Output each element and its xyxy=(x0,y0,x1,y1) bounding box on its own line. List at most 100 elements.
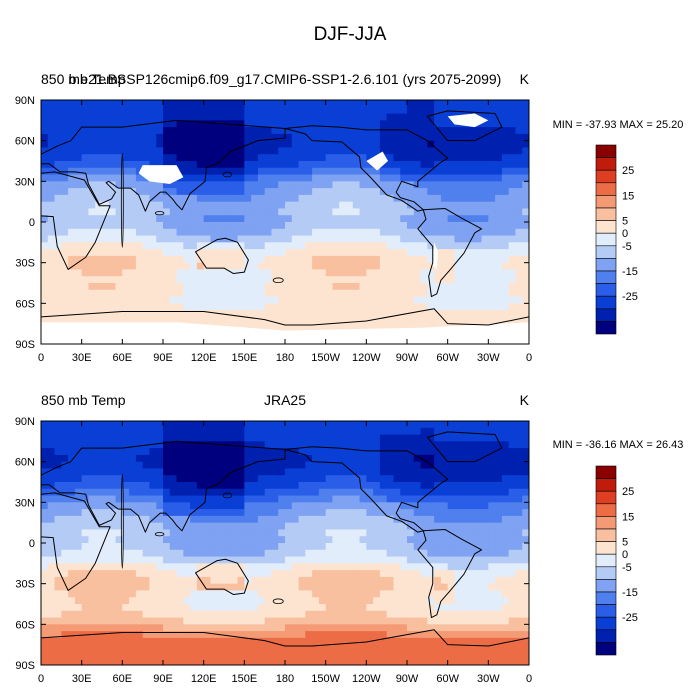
field-cell xyxy=(339,421,347,429)
field-cell xyxy=(393,276,401,284)
field-cell xyxy=(88,590,96,598)
field-cell xyxy=(379,597,388,605)
field-cell xyxy=(407,120,415,128)
field-cell xyxy=(129,188,137,196)
field-cell xyxy=(488,454,496,463)
field-cell xyxy=(400,127,408,135)
field-cell xyxy=(285,194,293,203)
field-cell xyxy=(68,543,76,551)
field-cell xyxy=(298,283,306,291)
field-cell xyxy=(393,296,401,304)
field-cell xyxy=(68,249,76,257)
field-cell xyxy=(102,441,110,449)
field-cell xyxy=(461,174,469,182)
field-cell xyxy=(41,222,49,230)
field-cell xyxy=(102,222,110,230)
y-tick-label: 0 xyxy=(29,217,35,229)
field-cell xyxy=(74,543,83,551)
field-cell xyxy=(325,495,334,503)
field-cell xyxy=(447,475,456,483)
field-cell xyxy=(481,303,489,311)
field-cell xyxy=(217,194,225,203)
field-cell xyxy=(224,543,232,551)
field-cell xyxy=(149,549,157,558)
field-cell xyxy=(129,303,137,311)
field-cell xyxy=(163,434,171,442)
field-cell xyxy=(224,222,232,230)
field-cell xyxy=(366,461,374,470)
field-cell xyxy=(122,576,130,585)
field-cell xyxy=(190,147,198,155)
field-cell xyxy=(400,576,408,585)
field-cell xyxy=(461,201,469,210)
field-cell xyxy=(156,488,164,497)
field-cell xyxy=(95,174,103,182)
field-cell xyxy=(47,427,56,436)
field-cell xyxy=(271,269,279,277)
field-cell xyxy=(54,421,62,429)
field-cell xyxy=(210,502,218,510)
field-cell xyxy=(481,181,489,189)
field-cell xyxy=(68,509,76,517)
field-cell xyxy=(224,262,232,271)
field-cell xyxy=(88,529,96,537)
field-cell xyxy=(81,208,90,216)
field-cell xyxy=(169,249,178,257)
field-cell xyxy=(156,154,164,162)
field-cell xyxy=(312,509,320,517)
field-cell xyxy=(122,316,130,325)
field-cell xyxy=(325,316,334,325)
field-cell xyxy=(413,113,422,121)
field-cell xyxy=(169,222,178,230)
field-cell xyxy=(501,127,510,135)
field-cell xyxy=(190,106,198,115)
field-cell xyxy=(373,316,381,325)
field-cell xyxy=(379,468,388,476)
field-cell xyxy=(190,188,198,196)
field-cell xyxy=(54,509,62,517)
field-cell xyxy=(190,276,198,284)
field-cell xyxy=(434,289,442,298)
field-cell xyxy=(501,597,510,605)
field-cell xyxy=(41,604,49,612)
field-cell xyxy=(102,515,110,524)
field-cell xyxy=(454,448,462,456)
field-cell xyxy=(149,543,157,551)
field-cell xyxy=(481,502,489,510)
field-cell xyxy=(142,454,151,463)
field-cell xyxy=(346,495,354,503)
field-cell xyxy=(108,522,117,531)
field-cell xyxy=(257,255,266,264)
field-cell xyxy=(183,296,191,304)
field-cell xyxy=(312,522,320,531)
field-cell xyxy=(278,194,286,203)
field-cell xyxy=(169,624,178,632)
field-cell xyxy=(386,235,395,243)
field-cell xyxy=(522,610,529,619)
field-cell xyxy=(203,475,212,483)
field-cell xyxy=(95,235,103,243)
field-cell xyxy=(407,482,415,490)
field-cell xyxy=(291,495,300,503)
field-cell xyxy=(156,529,164,537)
field-cell xyxy=(427,249,435,257)
field-cell xyxy=(74,296,83,304)
field-cell xyxy=(176,201,184,210)
field-cell xyxy=(312,434,320,442)
field-cell xyxy=(298,147,306,155)
field-cell xyxy=(81,188,90,196)
field-cell xyxy=(407,509,415,517)
field-cell xyxy=(196,228,205,237)
field-cell xyxy=(68,495,76,503)
panel-top-center-title: b.e21.BSSP126cmip6.f09_g17.CMIP6-SSP1-2.… xyxy=(69,71,502,87)
field-cell xyxy=(115,188,123,196)
field-cell xyxy=(224,167,232,176)
field-cell xyxy=(190,181,198,189)
field-cell xyxy=(257,617,266,625)
field-cell xyxy=(108,454,117,463)
field-cell xyxy=(454,201,462,210)
field-cell xyxy=(156,296,164,304)
field-cell xyxy=(508,434,517,442)
field-cell xyxy=(108,543,117,551)
field-cell xyxy=(501,235,510,243)
